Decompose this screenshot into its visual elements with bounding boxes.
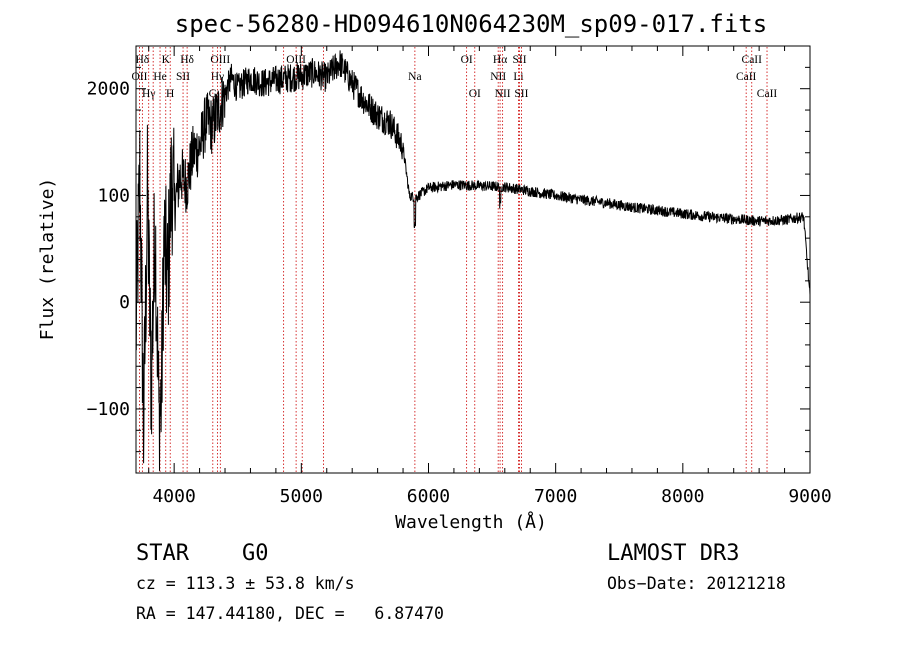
coordinates: RA = 147.44180, DEC = 6.87470	[136, 604, 444, 623]
marker-label: CaII	[736, 71, 757, 83]
marker-label: SII	[514, 88, 528, 100]
marker-label: H	[166, 88, 174, 100]
marker-label: He	[153, 71, 166, 83]
marker-label: Hγ	[211, 71, 224, 83]
y-tick-label: 2000	[87, 79, 130, 100]
marker-label: Hα	[493, 54, 507, 66]
marker-label: SII	[176, 71, 190, 83]
marker-label: Hδ	[135, 54, 149, 66]
marker-label: Na	[408, 71, 421, 83]
marker-label: Li	[513, 71, 523, 83]
survey-name: LAMOST DR3	[607, 541, 740, 566]
marker-label: CaII	[742, 54, 763, 66]
x-tick-label: 5000	[280, 486, 323, 507]
x-tick-label: 4000	[152, 486, 195, 507]
marker-label: OIII	[210, 54, 230, 66]
y-axis-label: Flux (relative)	[37, 178, 58, 341]
marker-label: OI	[469, 88, 481, 100]
chart-title: spec-56280-HD094610N064230M_sp09-017.fit…	[175, 10, 767, 38]
y-tick-label: 0	[119, 292, 130, 313]
redshift-info: cz = 113.3 ± 53.8 km/s	[136, 574, 355, 593]
marker-label: NII	[495, 88, 511, 100]
marker-label: Hδ	[180, 54, 194, 66]
y-tick-label: −100	[87, 399, 130, 420]
object-subclass: G0	[242, 541, 269, 566]
y-tick-label: 100	[97, 185, 130, 206]
marker-label: K	[162, 54, 171, 66]
x-tick-label: 7000	[534, 486, 577, 507]
x-axis: 4000 5000 6000 7000 8000 9000	[148, 46, 832, 507]
marker-label: NII	[490, 71, 506, 83]
marker-label: Hγ	[142, 88, 155, 100]
plot-frame	[135, 45, 811, 474]
y-axis: −100 0 100 2000	[87, 45, 810, 474]
spectrum-line	[135, 50, 811, 471]
marker-label: G	[209, 88, 217, 100]
marker-label: CaII	[757, 88, 778, 100]
marker-label: OII	[131, 71, 147, 83]
x-axis-label: Wavelength (Å)	[395, 511, 547, 533]
obs-date: Obs−Date: 20121218	[607, 574, 786, 593]
marker-label: OI	[461, 54, 473, 66]
marker-label: SII	[513, 54, 527, 66]
x-tick-label: 9000	[788, 486, 831, 507]
marker-label: OIII	[286, 54, 306, 66]
x-tick-label: 6000	[407, 486, 450, 507]
x-tick-label: 8000	[661, 486, 704, 507]
object-class: STAR	[136, 541, 189, 566]
